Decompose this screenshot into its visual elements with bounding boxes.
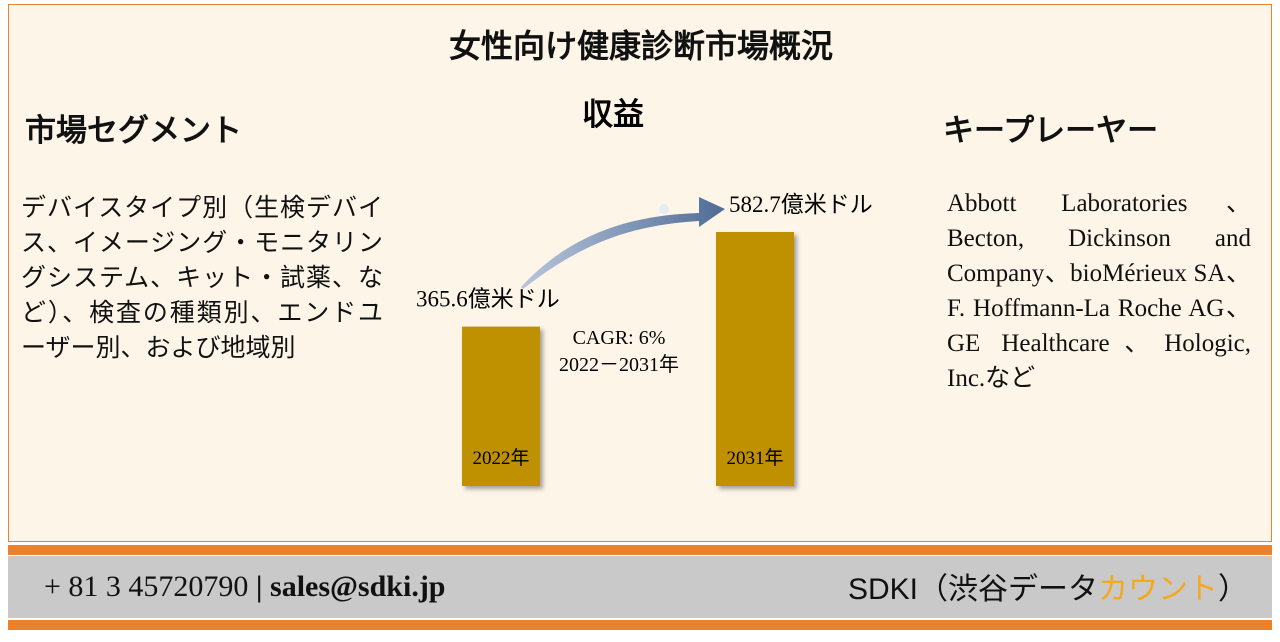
bar — [462, 326, 540, 486]
growth-arrow — [521, 197, 725, 289]
brand-accent: カウント — [1098, 573, 1218, 606]
footer-band: + 81 3 45720790 | sales@sdki.jp SDKI（渋谷デ… — [8, 556, 1272, 618]
value-label: 582.7億米ドル — [729, 192, 873, 217]
phone: + 81 3 45720790 — [44, 570, 249, 603]
value-label: 365.6億米ドル — [416, 287, 560, 312]
footer-stripe — [8, 545, 1272, 555]
revenue-chart: 収益 CAGR: 6% 2022－2031年 2022年 365.6億米ドル 203… — [416, 97, 873, 486]
category-label: 2031年 — [726, 447, 783, 469]
segment-text: デバイスタイプ別（生検デバイス、イメージング・モニタリングシステム、キット・試薬… — [21, 195, 383, 362]
category-label: 2022年 — [472, 447, 529, 469]
cagr: CAGR: 6% — [573, 327, 666, 349]
arrow-dot — [659, 204, 669, 214]
players-text: Abbott Laboratories、Becton, Dickinson an… — [947, 190, 1251, 392]
footer-stripe — [8, 620, 1272, 630]
main-panel: 女性向け健康診断市場概況 市場セグメント デバイスタイプ別（生検デバイス、イメー… — [8, 4, 1272, 542]
chart-title: 収益 — [582, 97, 644, 132]
bar — [716, 232, 794, 486]
email: sales@sdki.jp — [270, 570, 446, 603]
brand: SDKI（渋谷データ — [847, 573, 1098, 606]
separator: | — [255, 570, 263, 603]
segment-heading: 市場セグメント — [25, 113, 242, 148]
title: 女性向け健康診断市場概況 — [448, 28, 833, 64]
period: 2022－2031年 — [559, 353, 679, 376]
players-heading: キープレーヤー — [943, 113, 1159, 148]
brand-end: ） — [1218, 573, 1248, 606]
